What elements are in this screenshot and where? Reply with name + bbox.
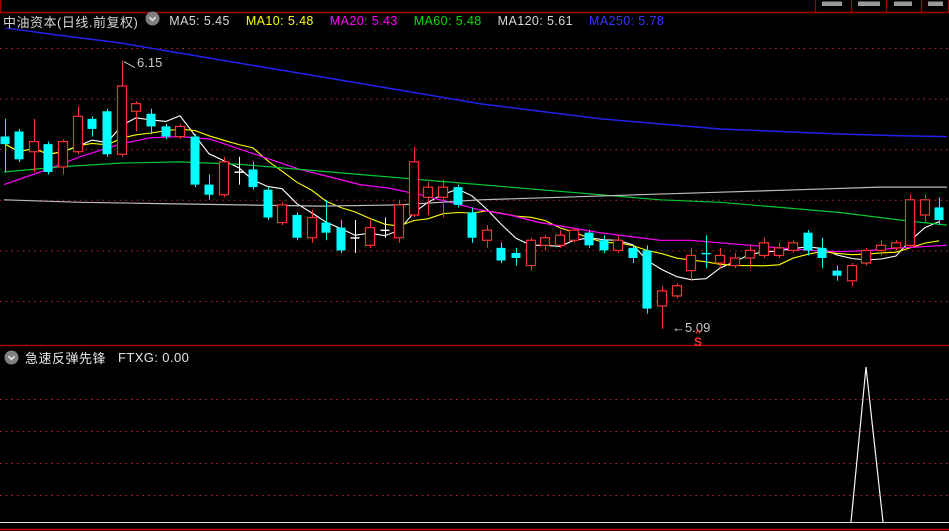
ma-label-ma5: MA5: 5.45 xyxy=(169,14,230,28)
candle-up xyxy=(554,234,566,246)
candle-down xyxy=(0,136,10,145)
candle-up xyxy=(306,216,318,239)
candle-up xyxy=(525,239,537,267)
candle-up xyxy=(174,125,186,138)
candle-up xyxy=(758,242,770,257)
candle-down xyxy=(701,252,711,255)
candle-up xyxy=(408,161,420,216)
toolbar-icon-fragment xyxy=(894,1,912,6)
candle-up xyxy=(130,103,142,112)
candle-up xyxy=(437,186,449,198)
candle-down xyxy=(204,184,214,195)
candle-up xyxy=(218,161,230,196)
candle-up xyxy=(116,85,128,155)
candle-down xyxy=(161,126,171,137)
ma-label-ma20: MA20: 5.43 xyxy=(329,14,398,28)
candle-up xyxy=(744,249,756,259)
candle-up xyxy=(685,254,697,272)
candle-down xyxy=(642,250,652,309)
candle-up xyxy=(539,237,551,246)
candle-up xyxy=(904,199,916,246)
candle-up xyxy=(890,242,902,249)
ma-line-ma250 xyxy=(3,28,948,138)
candle-down xyxy=(102,111,112,155)
toolbar-icon-fragment xyxy=(822,1,842,6)
high-price-label: 6.15 xyxy=(137,55,163,70)
candle-down xyxy=(511,252,521,258)
low-price-label: ←5.09 xyxy=(672,320,711,335)
chevron-down-icon[interactable] xyxy=(4,350,19,365)
candle-up xyxy=(276,204,288,224)
candle-up xyxy=(612,239,624,251)
sell-hat-icon: ^ xyxy=(695,328,701,338)
candle-up xyxy=(846,264,858,282)
candle-up xyxy=(860,249,872,264)
ma-line-ma5 xyxy=(4,115,940,281)
candle-doji xyxy=(380,229,390,232)
candle-up xyxy=(393,204,405,239)
candle-up xyxy=(364,227,376,246)
ma-label-ma60: MA60: 5.48 xyxy=(413,14,482,28)
candle-down xyxy=(467,212,477,238)
chart-title-bar: 中油资本(日线.前复权) MA5: 5.45 MA10: 5.48 MA20: 5.… xyxy=(3,11,680,31)
candle-down xyxy=(496,247,506,261)
high-pointer-line xyxy=(123,61,136,69)
candle-down xyxy=(146,113,156,127)
candle-up xyxy=(57,141,69,168)
candle-down xyxy=(453,187,463,205)
chevron-down-icon[interactable] xyxy=(145,11,160,31)
ftxg-signal-spike xyxy=(850,366,884,523)
indicator-value: FTXG: 0.00 xyxy=(118,349,190,365)
candle-down xyxy=(599,240,609,251)
candle-down xyxy=(934,207,944,221)
candle-up xyxy=(422,186,434,198)
ma-value-labels: MA5: 5.45 MA10: 5.48 MA20: 5.43 MA60: 5.48 M… xyxy=(169,14,680,28)
main-chart-layer xyxy=(0,28,948,329)
ma-line-ma120 xyxy=(3,186,947,207)
candle-down xyxy=(190,136,200,185)
toolbar-icon-fragment xyxy=(858,1,880,6)
candle-up xyxy=(656,290,668,307)
candle-up xyxy=(671,285,683,297)
candle-doji xyxy=(350,237,360,239)
toolbar-icon-fragment xyxy=(928,1,943,6)
candle-down xyxy=(43,144,53,172)
sell-signal-marker: ^ S xyxy=(694,328,703,349)
ma-label-ma10: MA10: 5.48 xyxy=(245,14,314,28)
candle-up xyxy=(773,247,785,257)
candle-down xyxy=(584,232,594,246)
candle-down xyxy=(832,270,842,276)
candle-down xyxy=(14,131,24,160)
candle-down xyxy=(248,169,258,188)
candle-down xyxy=(336,227,346,251)
candle-doji xyxy=(234,171,244,173)
candle-down xyxy=(263,189,273,218)
candle-up xyxy=(568,229,580,241)
indicator-name[interactable]: 急速反弹先锋 xyxy=(25,350,107,366)
ma-label-ma120: MA120: 5.61 xyxy=(497,14,573,28)
candle-up xyxy=(28,141,40,153)
sub-indicator-header: 急速反弹先锋 FTXG: 0.00 xyxy=(4,349,190,366)
ma-label-ma250: MA250: 5.78 xyxy=(588,14,665,28)
candle-up xyxy=(729,257,741,267)
candle-down xyxy=(292,214,302,238)
candle-up xyxy=(875,244,887,251)
candle-up xyxy=(72,115,84,153)
candle-down xyxy=(803,232,813,251)
candle-up xyxy=(919,199,931,216)
stock-title: 中油资本(日线.前复权) xyxy=(3,14,139,30)
candle-down xyxy=(628,247,638,258)
ma-line-ma60 xyxy=(3,161,948,226)
candle-down xyxy=(87,118,97,129)
candle-down xyxy=(321,222,331,233)
candle-up xyxy=(714,254,726,264)
candle-up xyxy=(481,229,493,241)
candle-down xyxy=(817,247,827,258)
candle-up xyxy=(787,242,799,251)
